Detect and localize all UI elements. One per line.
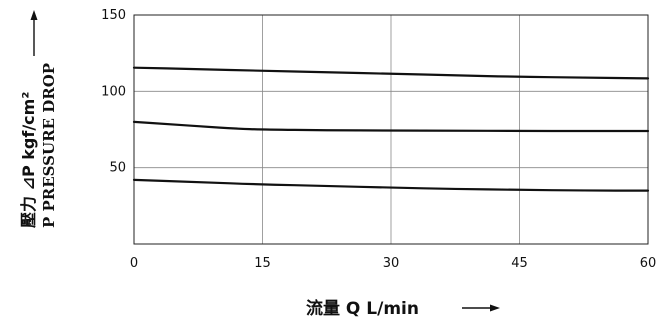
series-line-1 — [132, 66, 650, 80]
series-line-3 — [132, 178, 650, 192]
x-axis-arrow — [462, 304, 500, 312]
series-group — [132, 66, 650, 192]
x-tick-label: 60 — [640, 256, 657, 271]
y-tick-label: 150 — [101, 8, 126, 23]
y-tick-label: 50 — [109, 161, 126, 176]
x-tick-label: 15 — [254, 256, 271, 271]
y-axis-arrow — [30, 10, 38, 56]
y-axis-label-line1: 壓力 ⊿P kgf/cm² — [19, 92, 38, 228]
y-tick-labels: 50 100 150 — [101, 8, 126, 176]
x-tick-labels: 0 15 30 45 60 — [130, 256, 656, 271]
x-tick-label: 30 — [383, 256, 400, 271]
x-axis-label: 流量 Q L/min — [306, 298, 419, 319]
y-axis-label-line2: P PRESSURE DROP — [40, 63, 58, 228]
x-tick-label: 45 — [511, 256, 528, 271]
grid-lines — [134, 15, 648, 244]
series-line-2 — [132, 120, 650, 133]
y-tick-label: 100 — [101, 84, 126, 99]
plot-frame — [133, 14, 649, 245]
x-tick-label: 0 — [130, 256, 138, 271]
